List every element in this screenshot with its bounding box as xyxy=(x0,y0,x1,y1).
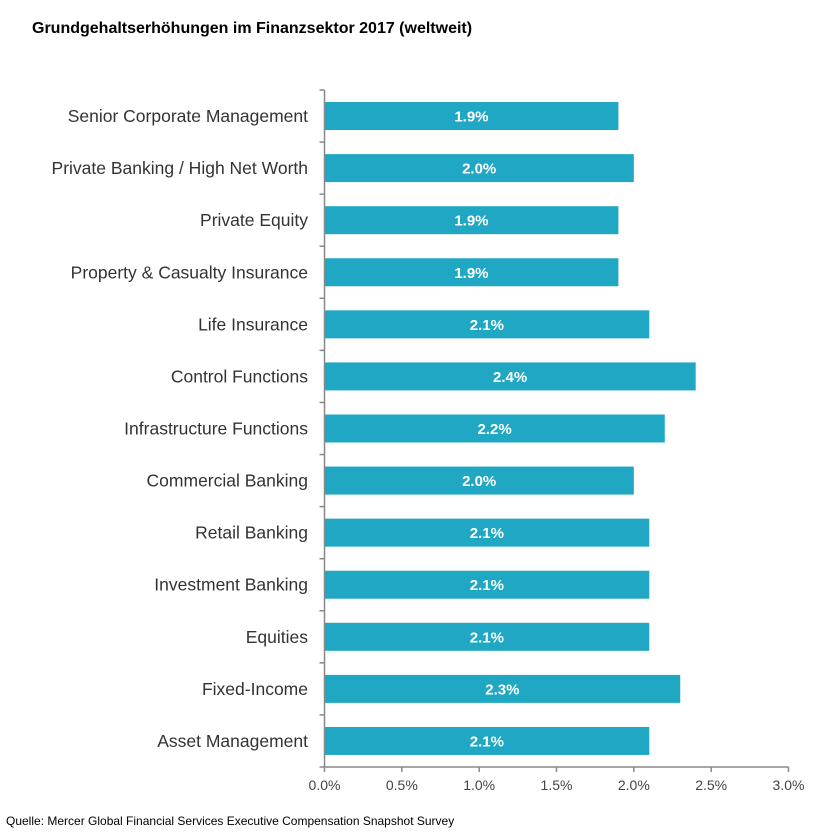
bar xyxy=(324,414,665,443)
data-label: 2.1% xyxy=(470,629,504,646)
category-label: Infrastructure Functions xyxy=(124,419,308,439)
category-label: Life Insurance xyxy=(198,314,308,334)
bar xyxy=(324,466,634,495)
x-tick-label: 0.0% xyxy=(309,777,341,793)
x-tick-label: 2.0% xyxy=(618,777,650,793)
bar xyxy=(324,206,619,235)
x-tick-label: 3.0% xyxy=(773,777,805,793)
data-label: 2.1% xyxy=(470,525,504,542)
data-label: 2.1% xyxy=(470,733,504,750)
data-label: 1.9% xyxy=(454,213,488,230)
data-label: 2.1% xyxy=(470,317,504,334)
category-label: Equities xyxy=(246,627,309,647)
category-label: Fixed-Income xyxy=(202,679,308,699)
x-tick-label: 1.0% xyxy=(463,777,495,793)
data-label: 1.9% xyxy=(454,109,488,126)
category-label: Property & Casualty Insurance xyxy=(71,262,308,282)
chart-title: Grundgehaltserhöhungen im Finanzsektor 2… xyxy=(32,20,473,37)
category-label: Commercial Banking xyxy=(147,471,308,491)
bar xyxy=(324,362,696,391)
category-label: Retail Banking xyxy=(195,523,308,543)
category-label: Private Banking / High Net Worth xyxy=(52,158,308,178)
category-label: Asset Management xyxy=(157,731,308,751)
data-label: 2.4% xyxy=(493,369,527,386)
x-tick-label: 2.5% xyxy=(695,777,727,793)
data-label: 2.2% xyxy=(478,421,512,438)
data-label: 2.1% xyxy=(470,577,504,594)
category-label: Control Functions xyxy=(171,366,308,386)
x-tick-label: 1.5% xyxy=(541,777,573,793)
bar xyxy=(324,258,619,287)
source-note: Quelle: Mercer Global Financial Services… xyxy=(6,814,455,828)
bar xyxy=(324,310,650,339)
bar xyxy=(324,622,650,651)
bar xyxy=(324,570,650,599)
bar xyxy=(324,726,650,755)
data-label: 2.0% xyxy=(462,161,496,178)
data-label: 2.3% xyxy=(485,681,519,698)
x-tick-label: 0.5% xyxy=(386,777,418,793)
bar xyxy=(324,102,619,131)
data-label: 2.0% xyxy=(462,473,496,490)
bar xyxy=(324,674,681,703)
bar xyxy=(324,154,634,183)
data-label: 1.9% xyxy=(454,265,488,282)
category-label: Private Equity xyxy=(200,210,308,230)
category-label: Investment Banking xyxy=(154,575,308,595)
bar xyxy=(324,518,650,547)
category-label: Senior Corporate Management xyxy=(68,106,308,126)
